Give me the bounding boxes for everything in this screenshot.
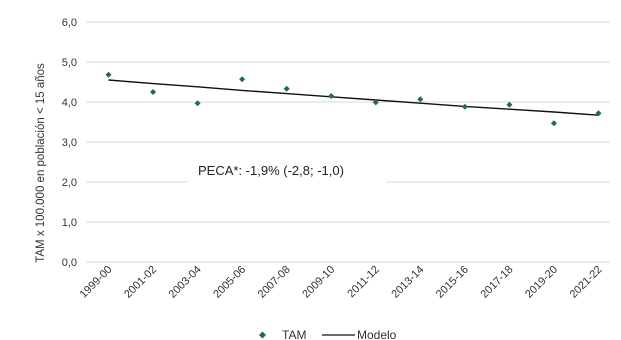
tam-point bbox=[595, 110, 602, 117]
y-tick-label: 6,0 bbox=[62, 17, 77, 29]
legend-modelo-label: Modelo bbox=[357, 328, 397, 340]
x-tick-label: 2011-12 bbox=[345, 264, 381, 300]
x-tick-label: 2009-10 bbox=[300, 264, 337, 301]
y-tick-label: 3,0 bbox=[62, 137, 77, 149]
tam-point bbox=[372, 99, 379, 106]
x-tick-label: 2017-18 bbox=[478, 264, 515, 301]
x-axis-ticks: 1999-00 2001-02 2003-04 2005-06 2007-08 2009-… bbox=[78, 264, 605, 301]
y-tick-label: 2,0 bbox=[62, 177, 77, 189]
tam-point bbox=[417, 96, 424, 103]
annotation-text: PECA*: -1,9% (-2,8; -1,0) bbox=[198, 163, 344, 178]
modelo-line bbox=[108, 79, 599, 116]
gridlines bbox=[86, 21, 610, 263]
x-tick-label: 1999-00 bbox=[78, 264, 115, 301]
y-axis-label: TAM x 100.000 en población < 15 años bbox=[35, 63, 47, 263]
tam-point bbox=[239, 76, 246, 83]
y-tick-label: 4,0 bbox=[62, 97, 77, 109]
y-tick-label: 5,0 bbox=[62, 57, 77, 69]
tam-point bbox=[506, 101, 513, 108]
annotation: PECA*: -1,9% (-2,8; -1,0) bbox=[188, 155, 386, 185]
x-tick-label: 2015-16 bbox=[434, 264, 471, 301]
y-tick-label: 0,0 bbox=[62, 257, 77, 269]
tam-point bbox=[550, 120, 557, 127]
tam-point bbox=[150, 89, 157, 95]
legend-tam-marker bbox=[259, 331, 266, 339]
x-tick-label: 2019-20 bbox=[523, 264, 560, 301]
legend-tam-label: TAM bbox=[282, 328, 306, 340]
tam-point bbox=[194, 100, 201, 107]
y-tick-label: 1,0 bbox=[62, 217, 77, 229]
model-line-group bbox=[108, 79, 599, 116]
tam-point bbox=[105, 71, 112, 78]
legend: TAM Modelo bbox=[259, 328, 397, 340]
x-tick-label: 2013-14 bbox=[389, 264, 426, 301]
tam-points bbox=[105, 71, 602, 127]
y-axis-ticks: 0,0 1,0 2,0 3,0 4,0 5,0 6,0 bbox=[62, 17, 77, 269]
x-tick-label: 2021-22 bbox=[568, 264, 605, 301]
annotation-background bbox=[188, 155, 386, 185]
tam-point bbox=[328, 93, 335, 99]
x-tick-label: 2005-06 bbox=[211, 264, 248, 301]
x-tick-label: 2007-08 bbox=[256, 264, 293, 301]
tam-point bbox=[283, 85, 290, 92]
x-tick-label: 2001-02 bbox=[122, 264, 159, 301]
x-tick-label: 2003-04 bbox=[167, 264, 204, 301]
tam-point bbox=[461, 103, 468, 110]
